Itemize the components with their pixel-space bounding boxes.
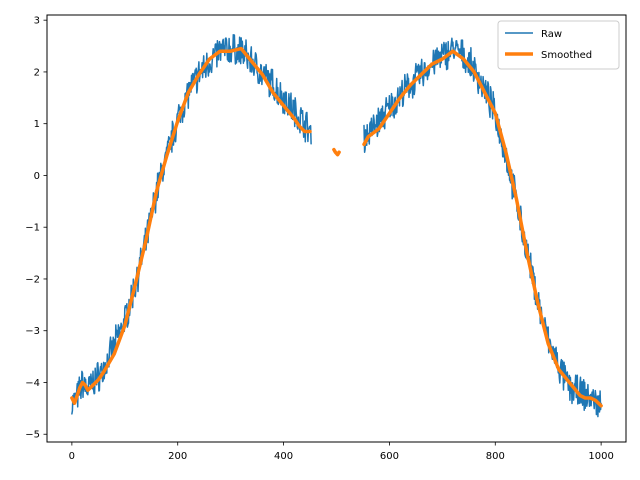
- series-line-smoothed: [70, 46, 312, 405]
- x-tick-label: 400: [274, 451, 293, 462]
- x-tick-label: 0: [69, 451, 75, 462]
- x-tick-label: 1000: [588, 451, 613, 462]
- legend-label-raw: Raw: [541, 29, 562, 40]
- x-tick-label: 800: [486, 451, 505, 462]
- series-layer: [70, 33, 603, 418]
- plot-frame: [46, 14, 627, 443]
- y-axis: −5 −4 −3 −2 −1 0 1 2 3: [25, 16, 47, 441]
- y-tick-label: 0: [34, 171, 40, 182]
- y-tick-label: −5: [25, 430, 40, 441]
- series-smoothed: [70, 46, 603, 408]
- legend: Raw Smoothed: [497, 20, 620, 70]
- y-tick-label: −4: [25, 378, 40, 389]
- y-tick-label: −1: [25, 223, 40, 234]
- y-tick-label: 2: [34, 67, 40, 78]
- series-line-smoothed: [332, 147, 341, 157]
- y-tick-label: 3: [34, 16, 40, 27]
- y-tick-label: 1: [34, 119, 40, 130]
- x-axis: 0 200 400 600 800 1000: [69, 442, 614, 462]
- x-tick-label: 600: [380, 451, 399, 462]
- y-tick-label: −2: [25, 274, 40, 285]
- series-line-smoothed: [362, 49, 603, 408]
- x-tick-label: 200: [168, 451, 187, 462]
- series-line-raw: [71, 33, 312, 415]
- legend-label-smoothed: Smoothed: [541, 50, 592, 61]
- y-tick-label: −3: [25, 326, 40, 337]
